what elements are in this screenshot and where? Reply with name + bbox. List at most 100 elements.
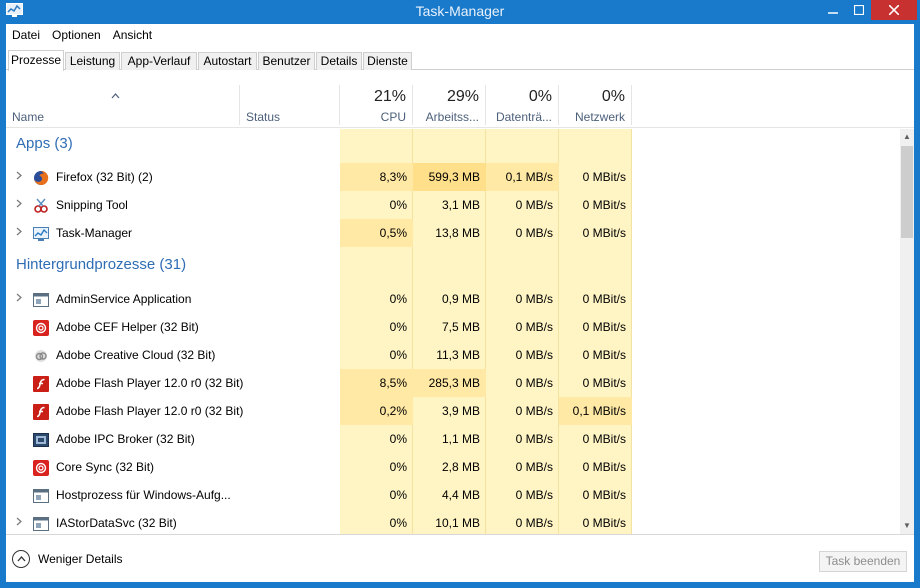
process-cpu-value: 8,5%: [340, 369, 413, 397]
process-name: Adobe Flash Player 12.0 r0 (32 Bit): [56, 376, 244, 390]
process-disk-value: 0 MB/s: [515, 198, 553, 212]
process-network-value: 0 MBit/s: [582, 320, 626, 334]
process-network-value: 0 MBit/s: [582, 516, 626, 530]
process-row[interactable]: Core Sync (32 Bit) 0% 2,8 MB 0 MB/s 0 MBit/s: [6, 453, 900, 481]
end-task-button[interactable]: Task beenden: [819, 551, 907, 572]
close-icon[interactable]: [871, 0, 917, 20]
process-memory-value: 2,8 MB: [441, 460, 480, 474]
process-network-value: 0 MBit/s: [582, 432, 626, 446]
snipping-tool-icon: [33, 198, 49, 214]
column-network[interactable]: 0% Netzwerk: [559, 85, 632, 125]
process-memory-value: 10,1 MB: [435, 516, 480, 530]
column-name[interactable]: Name: [6, 85, 240, 125]
process-name: Hostprozess für Windows-Aufg...: [56, 488, 231, 502]
expand-chevron-icon[interactable]: [16, 293, 22, 304]
expand-chevron-icon[interactable]: [16, 171, 22, 182]
tab-dienste[interactable]: Dienste: [363, 52, 412, 70]
process-memory-value: 285,3 MB: [413, 369, 486, 397]
menu-optionen[interactable]: Optionen: [52, 28, 101, 42]
process-disk-value: 0 MB/s: [515, 226, 553, 240]
process-cpu-value: 0%: [389, 516, 407, 530]
column-name-label: Name: [12, 110, 45, 124]
group-header[interactable]: Apps (3): [6, 129, 900, 163]
firefox-icon: [33, 170, 49, 186]
maximize-icon[interactable]: [846, 0, 872, 20]
cpu-heat-column: [340, 129, 413, 534]
process-memory-value: 0,9 MB: [441, 292, 480, 306]
menu-ansicht[interactable]: Ansicht: [112, 28, 153, 42]
network-total-percent: 0%: [601, 88, 625, 105]
process-name: AdminService Application: [56, 292, 192, 306]
process-row[interactable]: Adobe Creative Cloud (32 Bit) 0% 11,3 MB 0 …: [6, 341, 900, 369]
process-network-value: 0 MBit/s: [582, 488, 626, 502]
column-status[interactable]: Status: [240, 85, 340, 125]
scroll-down-icon[interactable]: ▼: [903, 521, 911, 530]
process-row[interactable]: Adobe IPC Broker (32 Bit) 0% 1,1 MB 0 MB/s 0…: [6, 425, 900, 453]
process-row[interactable]: Firefox (32 Bit) (2) 8,3% 599,3 MB 0,1 MB/s…: [6, 163, 900, 191]
process-disk-value: 0 MB/s: [515, 376, 553, 390]
process-network-value: 0 MBit/s: [582, 460, 626, 474]
process-network-value: 0 MBit/s: [582, 376, 626, 390]
scroll-up-icon[interactable]: ▲: [903, 132, 911, 141]
memory-heat-column: [413, 129, 486, 534]
group-header[interactable]: Hintergrundprozesse (31): [6, 247, 900, 285]
minimize-icon[interactable]: [820, 0, 846, 20]
tab-autostart[interactable]: Autostart: [198, 52, 257, 70]
tab-leistung[interactable]: Leistung: [65, 52, 120, 70]
process-network-value: 0 MBit/s: [582, 198, 626, 212]
network-heat-column: [559, 129, 632, 534]
process-row[interactable]: Task-Manager 0,5% 13,8 MB 0 MB/s 0 MBit/s: [6, 219, 900, 247]
title-bar: Task-Manager: [0, 0, 920, 24]
process-memory-value: 599,3 MB: [413, 163, 486, 191]
process-cpu-value: 0%: [389, 320, 407, 334]
process-network-value: 0 MBit/s: [582, 348, 626, 362]
column-memory[interactable]: 29% Arbeitss...: [413, 85, 486, 125]
memory-total-percent: 29%: [446, 88, 479, 105]
tab-details[interactable]: Details: [316, 52, 362, 70]
process-disk-value: 0 MB/s: [515, 432, 553, 446]
expand-chevron-icon[interactable]: [16, 517, 22, 528]
service-window-icon: [33, 516, 49, 532]
menu-datei[interactable]: Datei: [12, 28, 41, 42]
scroll-thumb[interactable]: [901, 146, 913, 238]
task-manager-icon: [33, 226, 49, 242]
tab-prozesse[interactable]: Prozesse: [8, 50, 64, 71]
process-row[interactable]: Snipping Tool 0% 3,1 MB 0 MB/s 0 MBit/s: [6, 191, 900, 219]
process-row[interactable]: AdminService Application 0% 0,9 MB 0 MB/s 0 …: [6, 285, 900, 313]
adobe-cc-red-icon: [33, 460, 49, 476]
fewer-details-button[interactable]: Weniger Details: [12, 547, 122, 571]
process-row[interactable]: Adobe Flash Player 12.0 r0 (32 Bit) 8,5% 2…: [6, 369, 900, 397]
process-network-value: 0 MBit/s: [582, 170, 626, 184]
process-name: Firefox (32 Bit) (2): [56, 170, 153, 184]
service-window-icon: [33, 292, 49, 308]
process-memory-value: 4,4 MB: [441, 488, 480, 502]
process-memory-value: 3,1 MB: [441, 198, 480, 212]
process-name: Adobe Flash Player 12.0 r0 (32 Bit): [56, 404, 244, 418]
group-title: Apps (3): [16, 135, 73, 152]
process-row[interactable]: Adobe Flash Player 12.0 r0 (32 Bit) 0,2% 3…: [6, 397, 900, 425]
process-row[interactable]: Hostprozess für Windows-Aufg... 0% 4,4 MB 0…: [6, 481, 900, 509]
process-disk-value: 0 MB/s: [515, 460, 553, 474]
tab-app-verlauf[interactable]: App-Verlauf: [121, 52, 197, 70]
footer-bar: Weniger Details Task beenden: [6, 534, 914, 582]
process-list: Apps (3) Firefox (32 Bit) (2) 8,3% 599,3 MB…: [6, 129, 900, 534]
process-cpu-value: 0%: [389, 432, 407, 446]
sort-ascending-icon: [111, 91, 120, 102]
ipc-broker-icon: [33, 432, 49, 448]
column-disk[interactable]: 0% Datenträ...: [486, 85, 559, 125]
process-disk-value: 0,1 MB/s: [486, 163, 559, 191]
process-disk-value: 0 MB/s: [515, 348, 553, 362]
flash-player-icon: [33, 376, 49, 392]
column-disk-label: Datenträ...: [495, 110, 552, 124]
process-row[interactable]: Adobe CEF Helper (32 Bit) 0% 7,5 MB 0 MB/s 0…: [6, 313, 900, 341]
expand-chevron-icon[interactable]: [16, 227, 22, 238]
tab-benutzer[interactable]: Benutzer: [258, 52, 315, 70]
process-disk-value: 0 MB/s: [515, 488, 553, 502]
expand-chevron-icon[interactable]: [16, 199, 22, 210]
vertical-scrollbar[interactable]: ▲ ▼: [900, 129, 914, 534]
process-row[interactable]: IAStorDataSvc (32 Bit) 0% 10,1 MB 0 MB/s 0 M…: [6, 509, 900, 534]
process-disk-value: 0 MB/s: [515, 320, 553, 334]
process-name: Adobe Creative Cloud (32 Bit): [56, 348, 216, 362]
column-cpu[interactable]: 21% CPU: [340, 85, 413, 125]
process-cpu-value: 0,2%: [340, 397, 413, 425]
